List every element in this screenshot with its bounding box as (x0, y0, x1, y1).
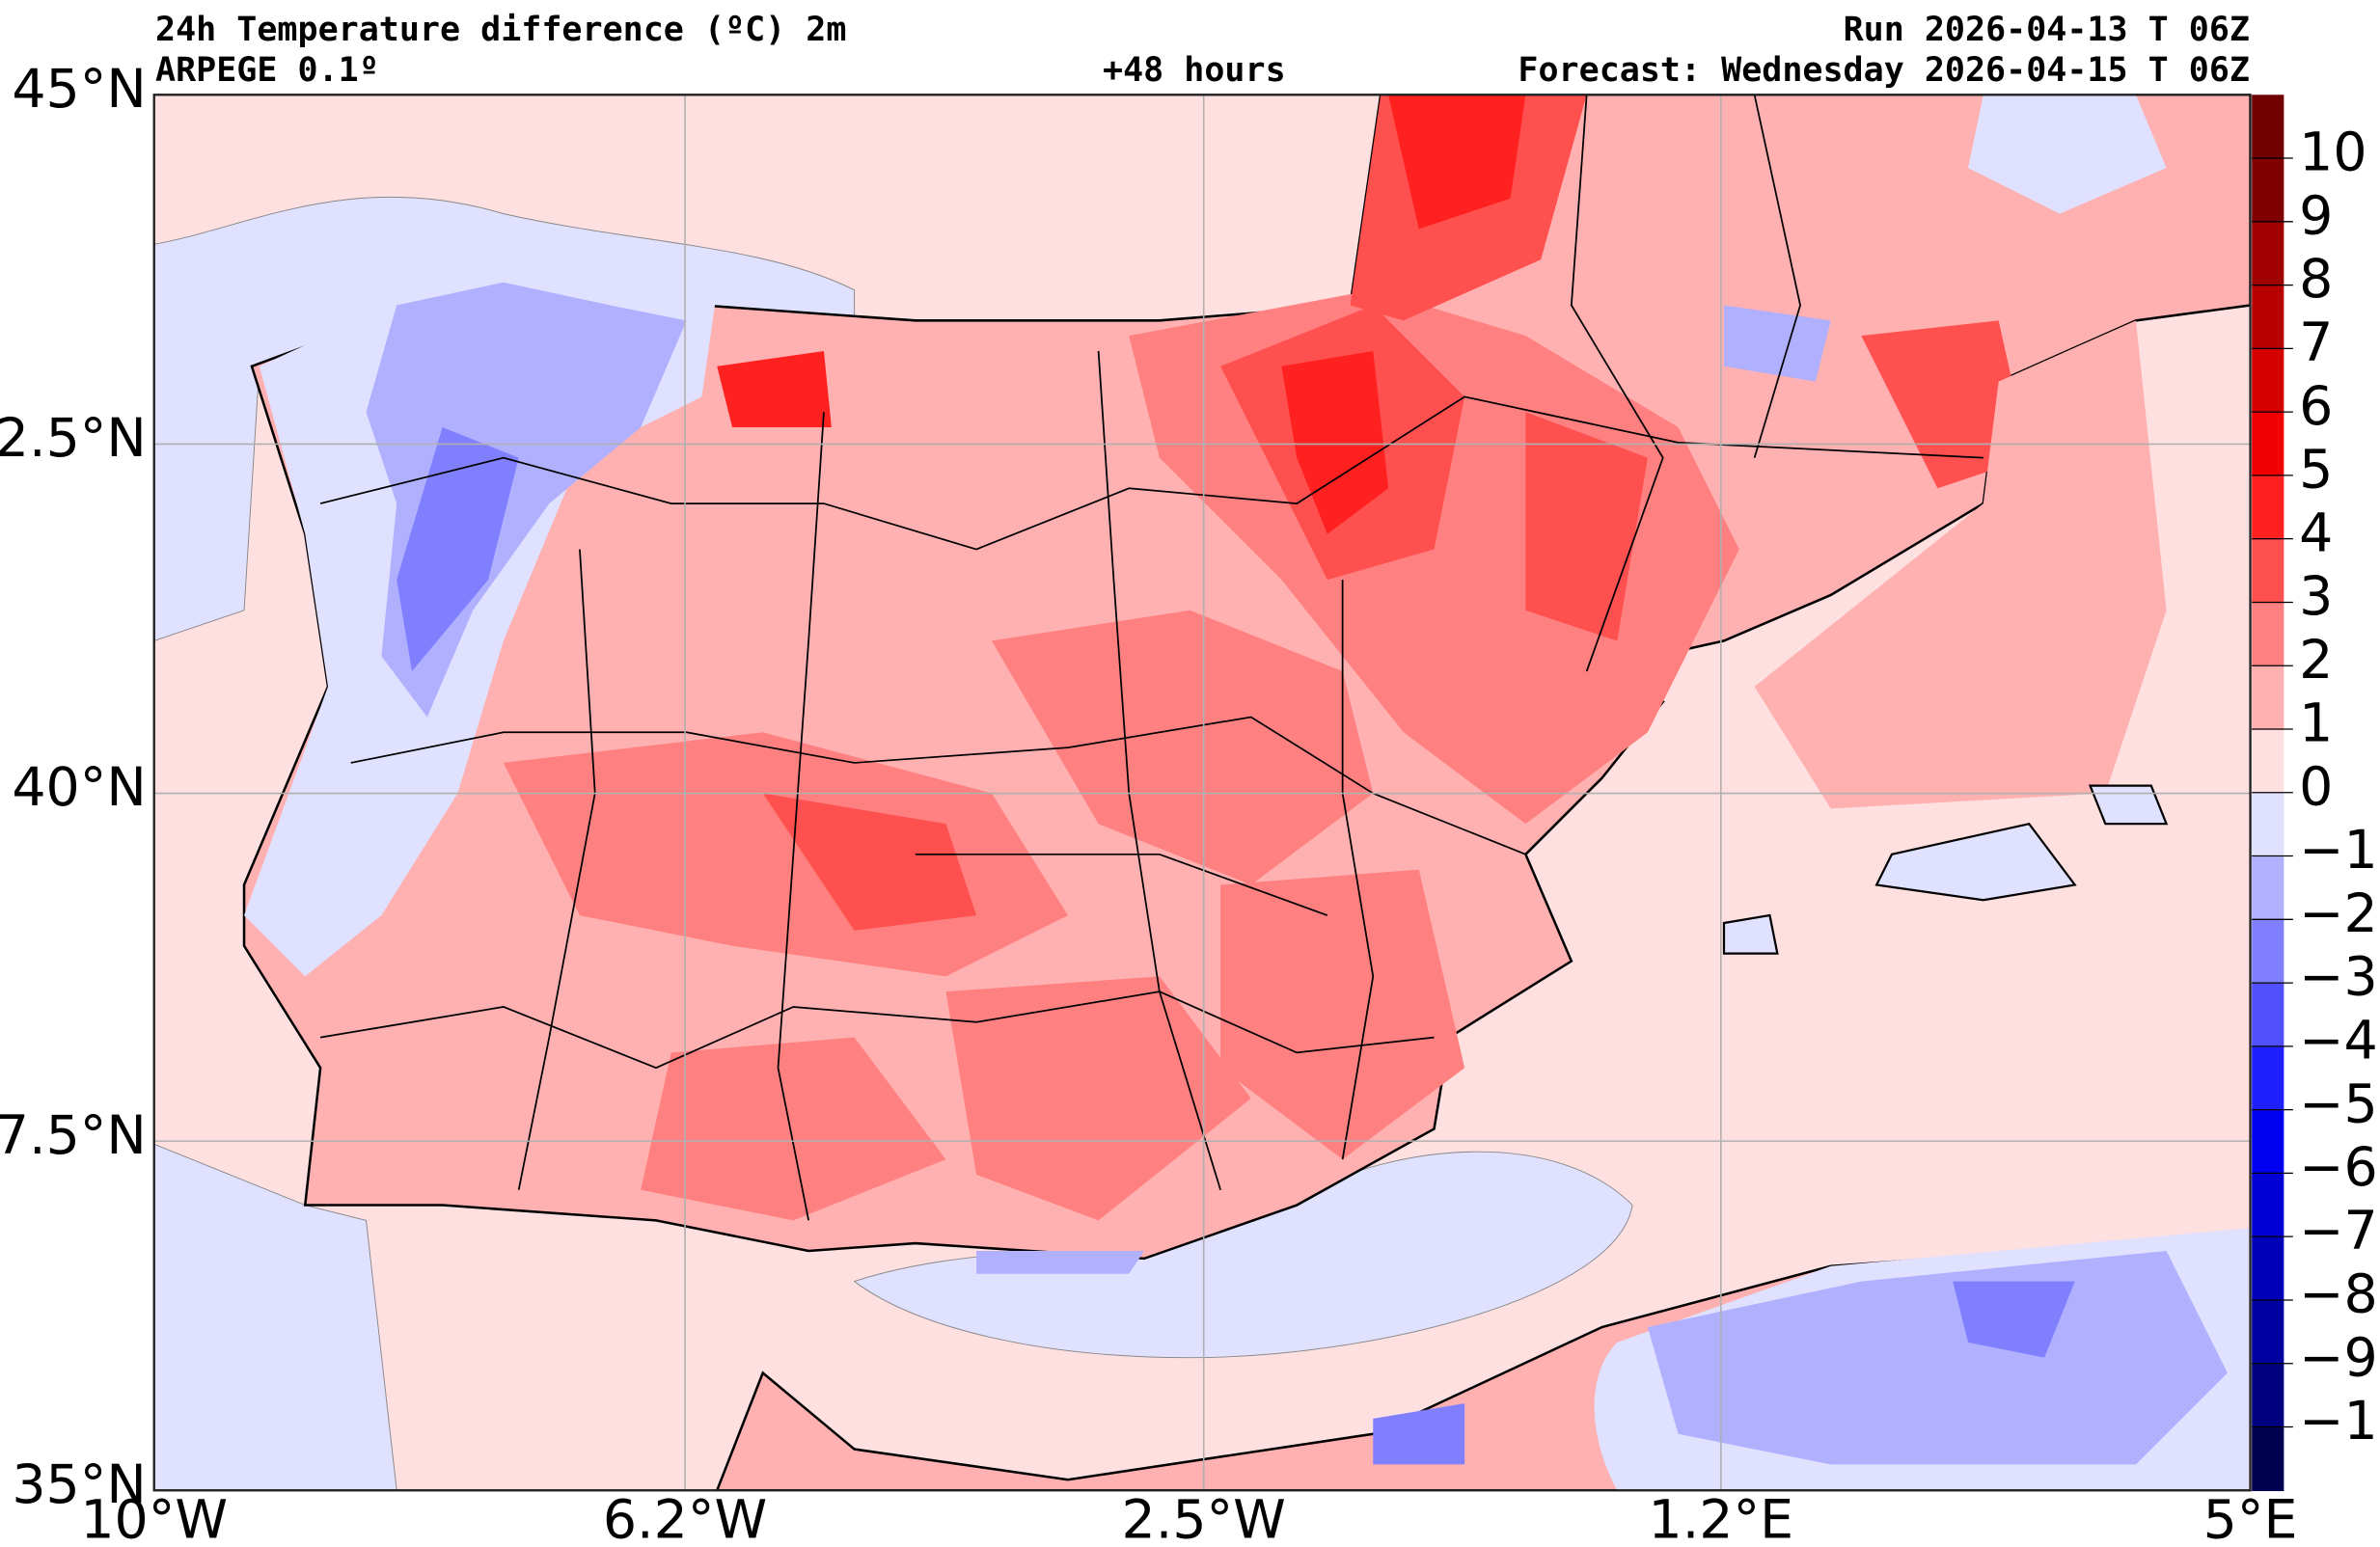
lat-tick-label: 35°N (12, 1454, 146, 1516)
graticule (153, 95, 2251, 1491)
map-frame (152, 94, 2252, 1492)
lat-tick-label: 37.5°N (0, 1105, 147, 1167)
forecast-label: Forecast: Wednesday 2026-04-15 T 06Z (1518, 51, 2250, 90)
colorbar-bin (2252, 158, 2284, 223)
colorbar-label: 6 (2299, 376, 2333, 438)
lon-tick-label: 10°W (80, 1489, 228, 1547)
lat-tick-label: 40°N (12, 757, 146, 819)
colorbar-label: 0 (2299, 756, 2333, 818)
colorbar-bin (2252, 538, 2284, 604)
colorbar-bin (2252, 728, 2284, 794)
colorbar-bin (2252, 1109, 2284, 1175)
colorbar-bin (2252, 1173, 2284, 1237)
colorbar-label: −4 (2299, 1011, 2378, 1072)
colorbar-label: 1 (2299, 693, 2333, 755)
lat-tick-label: 42.5°N (0, 408, 147, 470)
colorbar-bin (2252, 792, 2284, 857)
colorbar-label: 2 (2299, 630, 2333, 692)
colorbar-bin (2252, 665, 2284, 730)
colorbar-bin (2252, 285, 2284, 350)
map-field (153, 95, 2251, 1491)
colorbar-bin (2252, 1363, 2284, 1428)
colorbar-label: −10 (2299, 1391, 2380, 1452)
colorbar-bin (2252, 412, 2284, 476)
colorbar-bin (2252, 1236, 2284, 1301)
lon-tick-label: 6.2°W (603, 1489, 767, 1547)
colorbar-bin (2252, 1426, 2284, 1492)
colorbar-bin (2252, 602, 2284, 667)
lon-tick-label: 1.2°E (1649, 1489, 1794, 1547)
colorbar-bin (2252, 475, 2284, 540)
colorbar-label: 5 (2299, 440, 2333, 502)
colorbar-bin (2252, 855, 2284, 921)
lon-tick-label: 5°E (2203, 1489, 2298, 1547)
colorbar-label: −2 (2299, 883, 2378, 945)
lon-axis: 10°W 6.2°W 2.5°W 1.2°E 5°E (80, 1489, 2297, 1547)
colorbar-label: 8 (2299, 249, 2333, 311)
colorbar-label: −6 (2299, 1137, 2378, 1199)
colorbar-label: −7 (2299, 1201, 2378, 1262)
colorbar-label: −8 (2299, 1264, 2378, 1326)
colorbar-label: −3 (2299, 947, 2378, 1009)
colorbar-bin (2252, 95, 2284, 159)
colorbar-label: 4 (2299, 502, 2333, 564)
colorbar-label: −1 (2299, 820, 2378, 882)
lon-tick-label: 2.5°W (1122, 1489, 1286, 1547)
model-label: ARPEGE 0.1º (155, 51, 379, 90)
colorbar-label: −9 (2299, 1327, 2378, 1389)
region-borders (319, 95, 1983, 1221)
colorbar-bin (2252, 1045, 2284, 1111)
colorbar-bin (2252, 983, 2284, 1047)
colorbar-label: 9 (2299, 185, 2333, 247)
colorbar-bin (2252, 348, 2284, 413)
lead-time-label: +48 hours (1103, 51, 1286, 90)
lat-tick-label: 45°N (12, 59, 146, 121)
chart-title: 24h Temperature difference (ºC) 2m (155, 11, 847, 49)
colorbar-label: 7 (2299, 312, 2333, 374)
colorbar-bin (2252, 221, 2284, 286)
colorbar-bin (2252, 919, 2284, 984)
colorbar-label: 3 (2299, 566, 2333, 628)
colorbar-label: 10 (2299, 122, 2366, 184)
run-label: Run 2026-04-13 T 06Z (1843, 11, 2250, 49)
colorbar-bin (2252, 1299, 2284, 1365)
colorbar-label: −5 (2299, 1073, 2378, 1135)
lat-axis: 45°N 42.5°N 40°N 37.5°N 35°N (0, 59, 147, 1516)
